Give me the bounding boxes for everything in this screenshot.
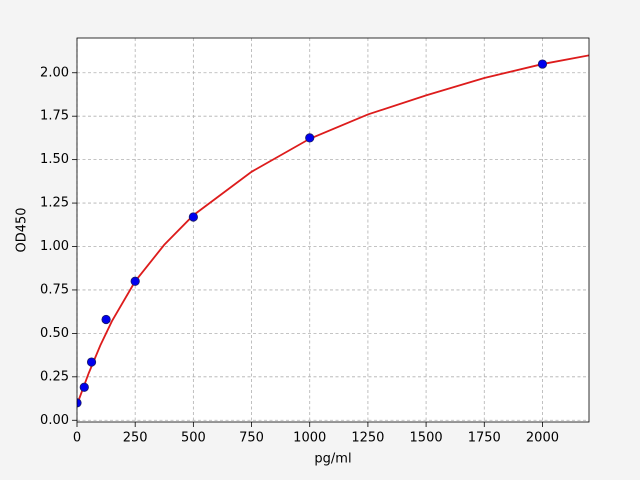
y-tick-label: 1.75 bbox=[40, 109, 69, 124]
data-point bbox=[86, 357, 97, 367]
data-point bbox=[537, 59, 548, 69]
data-point bbox=[79, 382, 89, 392]
y-tick-label: 0.25 bbox=[40, 369, 69, 384]
y-tick-label: 0.00 bbox=[40, 413, 69, 428]
y-tick-label: 0.75 bbox=[40, 282, 69, 297]
plot-background bbox=[77, 38, 589, 422]
y-tick-label: 1.25 bbox=[40, 196, 69, 211]
data-point bbox=[305, 133, 315, 143]
plot-frame bbox=[76, 37, 590, 423]
data-point bbox=[101, 314, 111, 325]
y-tick-label: 2.00 bbox=[40, 65, 69, 80]
x-tick-label: 750 bbox=[239, 431, 264, 446]
x-tick-label: 1750 bbox=[468, 431, 501, 446]
x-axis-label: pg/ml bbox=[314, 452, 351, 467]
data-point bbox=[130, 276, 140, 286]
x-tick-label: 0 bbox=[73, 431, 81, 446]
x-tick-label: 1250 bbox=[351, 431, 384, 446]
x-tick-label: 500 bbox=[181, 431, 206, 446]
fit-curve bbox=[77, 54, 589, 405]
data-point bbox=[188, 212, 198, 222]
y-axis-label: OD450 bbox=[15, 207, 30, 252]
y-tick-label: 1.00 bbox=[40, 239, 69, 254]
y-tick-label: 0.50 bbox=[40, 326, 69, 341]
y-tick-label: 1.50 bbox=[40, 152, 69, 167]
x-tick-label: 1500 bbox=[410, 431, 443, 446]
x-tick-label: 1000 bbox=[293, 431, 326, 446]
x-tick-label: 2000 bbox=[526, 431, 559, 446]
x-tick-label: 250 bbox=[123, 431, 148, 446]
